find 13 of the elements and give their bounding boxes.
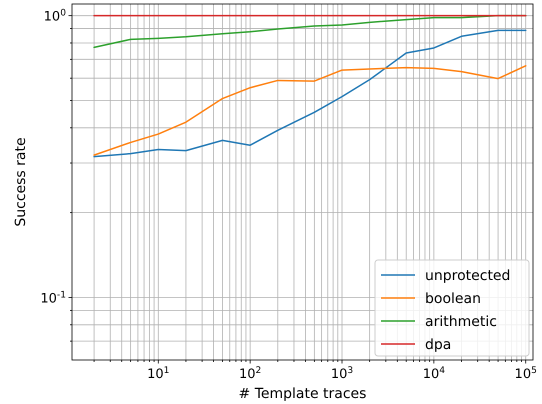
y-tick-label: 10$^{-1}$	[40, 290, 66, 306]
x-tick-label: 10$^{1}$	[147, 366, 170, 382]
legend-label: dpa	[425, 337, 452, 353]
x-tick-label: 10$^{2}$	[238, 366, 262, 382]
legend-label: arithmetic	[425, 314, 497, 330]
y-axis-title: Success rate	[13, 137, 29, 227]
x-tick-label: 10$^{5}$	[514, 366, 537, 382]
y-tick-label: 10$^{0}$	[44, 8, 66, 25]
x-tick-label: 10$^{4}$	[422, 366, 446, 382]
x-axis-title: # Template traces	[238, 386, 366, 402]
x-tick-label: 10$^{3}$	[330, 366, 354, 382]
legend-label: boolean	[425, 291, 481, 307]
legend-label: unprotected	[425, 268, 510, 284]
